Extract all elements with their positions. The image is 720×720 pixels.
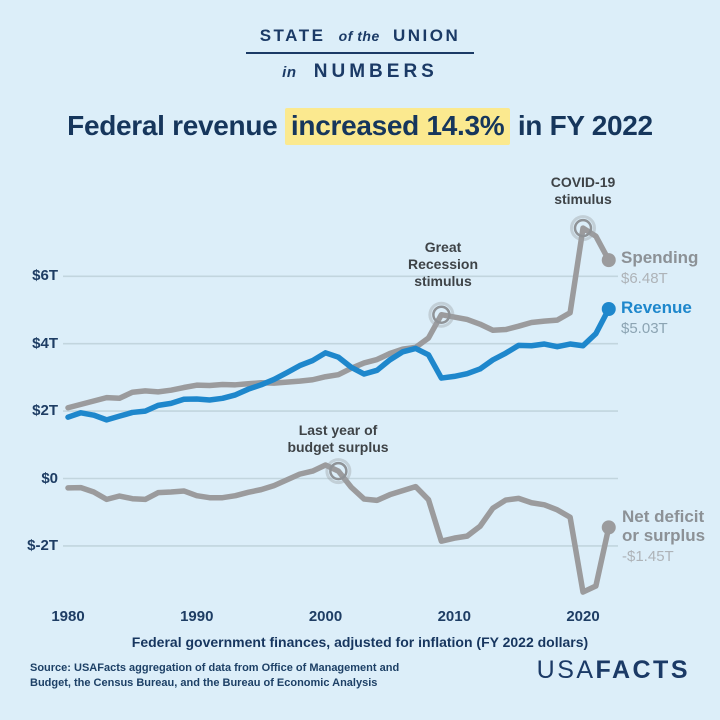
marker-ring [573, 218, 593, 238]
x-axis-label-2020: 2020 [566, 608, 600, 625]
logo-word-union: UNION [393, 26, 461, 45]
net-deficit-value: -$1.45T [622, 548, 674, 565]
x-axis-label-2010: 2010 [437, 608, 471, 625]
x-axis-label-1990: 1990 [180, 608, 214, 625]
annotation-covid-stimulus: COVID-19 stimulus [513, 174, 653, 208]
revenue-label-text: Revenue [621, 298, 692, 317]
spending-label-text: Spending [621, 248, 699, 267]
x-axis-label-1980: 1980 [51, 608, 85, 625]
usafacts-logo-facts: FACTS [595, 656, 690, 684]
marker-ring-outer [428, 301, 455, 328]
title-suffix: in FY 2022 [510, 110, 653, 141]
end-dot-net-deficit-or-surplus [601, 520, 616, 535]
annotation-line: Recession [407, 256, 479, 272]
source-note: Source: USAFacts aggregation of data fro… [30, 661, 399, 691]
logo-word-in: in [282, 64, 297, 81]
logo-divider-line [246, 52, 474, 54]
spending-value: $6.48T [621, 270, 668, 287]
annotation-line: COVID-19 [550, 174, 616, 190]
end-dot-spending [601, 253, 616, 268]
annotation-line: Last year of [298, 422, 378, 438]
source-line-2: Budget, the Census Bureau, and the Burea… [30, 677, 378, 689]
net-deficit-series-label: Net deficit or surplus -$1.45T [622, 507, 705, 566]
chart-caption: Federal government finances, adjusted fo… [131, 634, 589, 650]
logo-word-state: STATE [259, 26, 326, 45]
spending-series-label: Spending $6.48T [621, 248, 698, 288]
net-deficit-label-line1: Net deficit [622, 507, 705, 526]
source-line-1: Source: USAFacts aggregation of data fro… [30, 662, 400, 674]
line-net-deficit-or-surplus [65, 462, 612, 595]
net-deficit-label-line2: or surplus [622, 526, 706, 545]
y-axis-label-$4T: $4T [32, 334, 58, 352]
marker-ring-outer [325, 458, 352, 485]
logo-word-of-the: of the [338, 28, 380, 44]
usafacts-logo-usa: USA [536, 656, 596, 684]
y-axis-label-$2T: $2T [32, 402, 58, 420]
x-axis-label-2000: 2000 [308, 608, 343, 625]
annotation-line: budget surplus [287, 439, 389, 455]
line-spending [65, 225, 612, 411]
page-title: Federal revenue increased 14.3% in FY 20… [0, 108, 720, 145]
y-axis-label-$0: $0 [41, 469, 58, 487]
y-axis-label-$-2T: $-2T [27, 536, 58, 554]
annotation-line: Great [424, 239, 462, 255]
marker-ring [329, 461, 348, 481]
annotation-last-budget-surplus: Last year of budget surplus [258, 422, 418, 456]
annotation-line: stimulus [414, 273, 472, 289]
annotation-great-recession-stimulus: Great Recession stimulus [383, 239, 503, 290]
usafacts-logo: USAFACTS [537, 656, 690, 685]
y-axis-label-$6T: $6T [32, 267, 58, 285]
title-highlight: increased 14.3% [284, 108, 511, 145]
annotation-line: stimulus [554, 191, 612, 207]
line-revenue [65, 306, 612, 423]
marker-ring-outer [570, 215, 596, 242]
title-prefix: Federal revenue [67, 110, 285, 141]
end-dot-revenue [601, 301, 616, 316]
state-of-the-union-logo: STATE of the UNION in NUMBERS [0, 26, 720, 83]
revenue-value: $5.03T [621, 320, 668, 337]
logo-word-numbers: NUMBERS [313, 61, 438, 82]
logo-line-1: STATE of the UNION [0, 26, 720, 46]
revenue-series-label: Revenue $5.03T [621, 298, 692, 338]
marker-ring [432, 305, 451, 324]
logo-line-2: in NUMBERS [0, 61, 720, 83]
